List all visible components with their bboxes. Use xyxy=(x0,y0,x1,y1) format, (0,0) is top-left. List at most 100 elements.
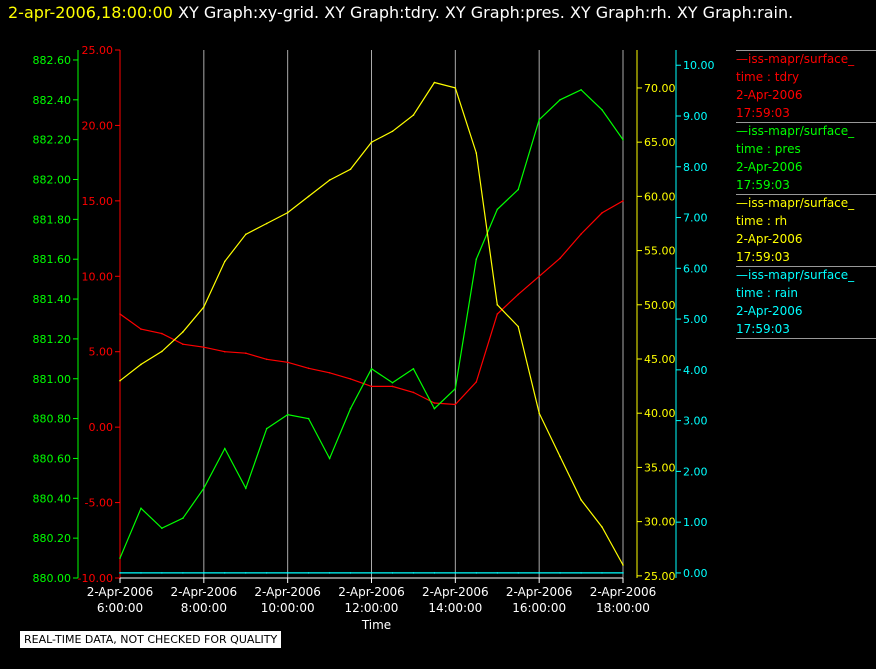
legend-divider xyxy=(736,122,876,123)
data-point-pres xyxy=(433,407,436,410)
data-point-tdry xyxy=(349,378,352,380)
data-point-rain xyxy=(245,572,247,574)
data-point-rain xyxy=(580,572,582,574)
data-point-pres xyxy=(622,138,624,141)
data-point-tdry xyxy=(496,313,499,315)
data-point-rh xyxy=(140,363,142,366)
data-point-rain xyxy=(140,572,142,574)
data-point-rh xyxy=(349,168,352,171)
data-point-tdry xyxy=(265,358,268,361)
data-point-tdry xyxy=(601,212,603,214)
rain-axis-tick-label: 5.00 xyxy=(683,313,708,326)
data-point-rain xyxy=(475,572,478,574)
header-title-pres: XY Graph:pres. xyxy=(444,3,565,22)
legend-divider xyxy=(736,50,876,51)
tdry-axis-tick-label: -5.00 xyxy=(85,497,113,510)
rh-axis-tick-label: 35.00 xyxy=(644,461,676,474)
data-point-tdry xyxy=(391,385,394,388)
data-point-pres xyxy=(182,517,184,519)
data-point-rain xyxy=(433,572,436,574)
data-point-rain xyxy=(496,572,499,574)
data-point-rain xyxy=(161,572,163,574)
rh-axis-tick-label: 70.00 xyxy=(644,82,676,95)
data-point-rain xyxy=(370,572,373,574)
data-point-pres xyxy=(496,208,499,211)
legend-time: 17:59:03 xyxy=(736,178,790,192)
data-point-rain xyxy=(224,572,226,574)
legend-source: —iss-mapr/surface_ xyxy=(736,196,855,210)
data-point-rh xyxy=(454,87,457,89)
data-point-rh xyxy=(370,141,373,143)
data-point-tdry xyxy=(328,372,331,374)
data-point-tdry xyxy=(433,402,436,404)
rh-axis-tick-label: 60.00 xyxy=(644,190,676,203)
data-point-rain xyxy=(328,572,331,574)
x-axis-tick-date: 2-Apr-2006 xyxy=(338,585,405,599)
legend-divider xyxy=(736,194,876,195)
data-point-pres xyxy=(349,407,352,410)
pres-axis-tick-label: 881.40 xyxy=(33,293,72,306)
data-point-tdry xyxy=(538,275,540,278)
pres-axis-tick-label: 881.60 xyxy=(33,253,72,266)
data-point-rh xyxy=(496,304,499,306)
pres-axis-tick-label: 881.20 xyxy=(33,333,72,346)
legend-time: 17:59:03 xyxy=(736,322,790,336)
rh-axis-tick-label: 45.00 xyxy=(644,353,676,366)
legend-date: 2-Apr-2006 xyxy=(736,232,803,246)
data-point-rh xyxy=(475,152,478,154)
data-point-rh xyxy=(538,412,540,415)
x-axis-tick-date: 2-Apr-2006 xyxy=(87,585,154,599)
header-title-rain: XY Graph:rain. xyxy=(676,3,794,22)
legend-source: —iss-mapr/surface_ xyxy=(736,124,855,138)
x-axis-tick-time: 10:00:00 xyxy=(261,601,315,615)
data-point-pres xyxy=(245,487,247,490)
legend-entry-pres: —iss-mapr/surface_ time : pres 2-Apr-200… xyxy=(736,122,876,194)
data-point-rain xyxy=(622,572,624,574)
legend-variable: time : rain xyxy=(736,286,799,300)
rh-axis-tick-label: 55.00 xyxy=(644,245,676,258)
legend-date: 2-Apr-2006 xyxy=(736,88,803,102)
rain-axis-tick-label: 4.00 xyxy=(683,364,708,377)
data-point-rh xyxy=(224,260,226,263)
rain-axis-tick-label: 1.00 xyxy=(683,516,708,529)
x-axis-tick-time: 8:00:00 xyxy=(181,601,227,615)
tdry-axis-tick-label: 25.00 xyxy=(82,44,114,57)
data-point-rain xyxy=(265,572,268,574)
data-point-rain xyxy=(559,572,561,574)
data-point-pres xyxy=(517,188,519,191)
rain-axis-tick-label: 7.00 xyxy=(683,212,708,225)
x-axis-tick-date: 2-Apr-2006 xyxy=(590,585,657,599)
pres-axis-tick-label: 882.60 xyxy=(33,54,72,67)
data-point-tdry xyxy=(119,313,121,315)
data-point-rain xyxy=(182,572,184,574)
data-point-pres xyxy=(538,118,540,121)
pres-axis-tick-label: 882.40 xyxy=(33,94,72,107)
data-point-rain xyxy=(538,572,540,574)
data-point-rh xyxy=(307,195,310,198)
data-point-rh xyxy=(559,455,561,458)
data-point-pres xyxy=(119,557,121,559)
rain-axis-tick-label: 2.00 xyxy=(683,465,708,478)
x-axis-tick-time: 16:00:00 xyxy=(512,601,566,615)
data-point-rh xyxy=(580,499,582,501)
x-axis-tick-date: 2-Apr-2006 xyxy=(254,585,321,599)
data-point-pres xyxy=(454,387,457,390)
data-point-pres xyxy=(286,413,289,416)
data-point-rh xyxy=(265,222,268,225)
rain-axis-tick-label: 9.00 xyxy=(683,110,708,123)
data-point-rh xyxy=(328,179,331,181)
legend-source: —iss-mapr/surface_ xyxy=(736,268,855,282)
rh-axis-tick-label: 65.00 xyxy=(644,136,676,149)
legend-divider xyxy=(736,338,876,339)
x-axis-tick-date: 2-Apr-2006 xyxy=(171,585,238,599)
rh-axis-tick-label: 50.00 xyxy=(644,299,676,312)
data-point-tdry xyxy=(412,391,415,394)
legend-entry-rain: —iss-mapr/surface_ time : rain 2-Apr-200… xyxy=(736,266,876,339)
x-axis-label: Time xyxy=(361,618,391,632)
tdry-axis-tick-label: 0.00 xyxy=(89,421,114,434)
header-title-tdry: XY Graph:tdry. xyxy=(324,3,440,22)
data-point-rain xyxy=(119,572,121,574)
tdry-axis-tick-label: 5.00 xyxy=(89,346,114,359)
header-title-xy-grid: XY Graph:xy-grid. xyxy=(178,3,320,22)
x-axis-tick-time: 18:00:00 xyxy=(596,601,650,615)
